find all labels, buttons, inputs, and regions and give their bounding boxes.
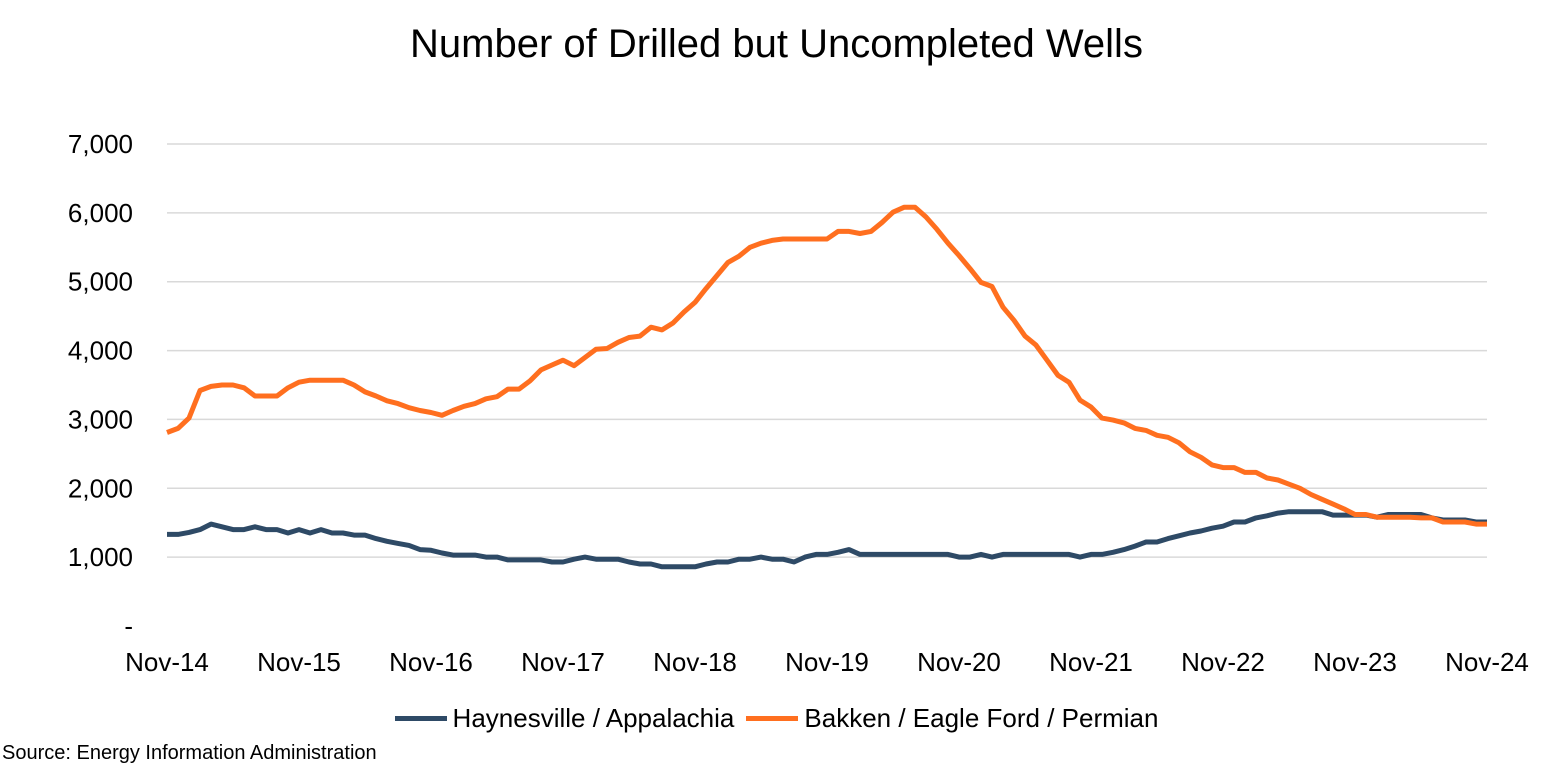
y-tick-label: -	[124, 611, 133, 641]
x-tick-label: Nov-21	[1049, 647, 1133, 677]
series-lines	[166, 204, 1487, 570]
y-tick-label: 3,000	[68, 404, 133, 434]
x-tick-label: Nov-17	[521, 647, 605, 677]
x-tick-label: Nov-16	[389, 647, 473, 677]
x-axis-ticks: Nov-14 Nov-15 Nov-16 Nov-17 Nov-18 Nov-19 Nov-…	[125, 647, 1529, 677]
gridlines	[167, 143, 1487, 558]
legend-item-haynesville: Haynesville / Appalachia	[394, 703, 735, 734]
x-tick-label: Nov-15	[257, 647, 341, 677]
legend: Haynesville / Appalachia Bakken / Eagle …	[0, 703, 1553, 734]
legend-label: Haynesville / Appalachia	[452, 703, 735, 733]
y-tick-label: 5,000	[68, 267, 133, 297]
legend-item-bakken: Bakken / Eagle Ford / Permian	[746, 703, 1158, 734]
x-tick-label: Nov-22	[1181, 647, 1265, 677]
legend-swatch	[394, 716, 447, 721]
x-tick-label: Nov-14	[125, 647, 209, 677]
y-tick-label: 4,000	[68, 336, 133, 366]
y-tick-label: 6,000	[68, 198, 133, 228]
legend-label: Bakken / Eagle Ford / Permian	[804, 703, 1159, 733]
y-tick-label: 7,000	[68, 129, 133, 159]
x-tick-label: Nov-23	[1313, 647, 1397, 677]
x-tick-label: Nov-18	[653, 647, 737, 677]
series-line-0	[167, 509, 1487, 570]
y-tick-label: 2,000	[68, 473, 133, 503]
y-tick-label: 1,000	[68, 542, 133, 572]
x-tick-label: Nov-20	[917, 647, 1001, 677]
x-tick-label: Nov-24	[1445, 647, 1529, 677]
series-line-1	[166, 204, 1487, 527]
legend-swatch	[746, 716, 799, 721]
x-tick-label: Nov-19	[785, 647, 869, 677]
source-note: Source: Energy Information Administratio…	[2, 742, 377, 764]
chart-title: Number of Drilled but Uncompleted Wells	[410, 22, 1143, 66]
y-axis-ticks: - 1,000 2,000 3,000 4,000 5,000 6,000 7,000	[68, 129, 133, 641]
